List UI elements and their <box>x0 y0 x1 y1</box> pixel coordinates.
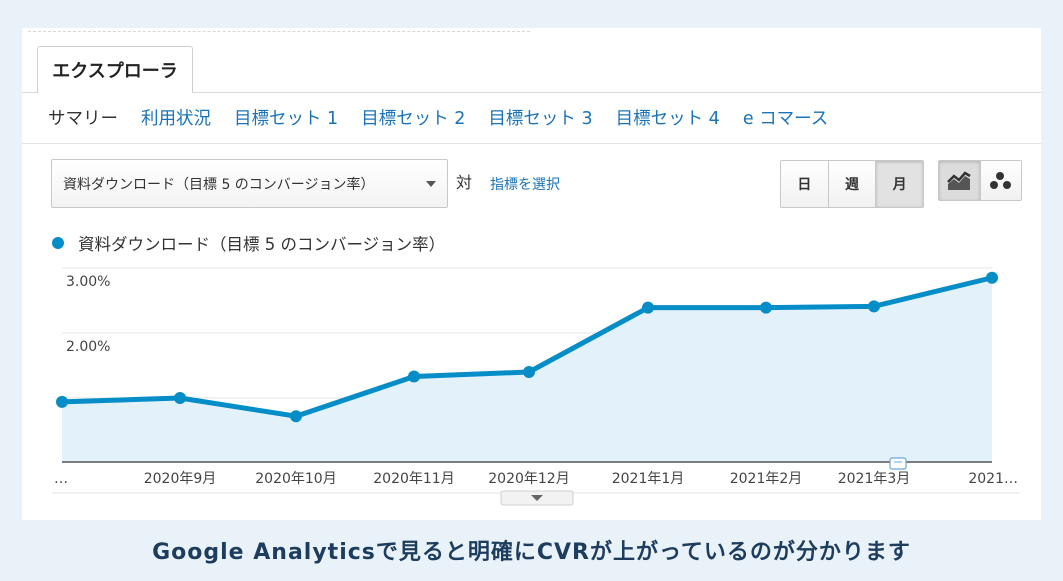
chevron-down-icon <box>426 181 436 187</box>
data-point <box>408 370 420 383</box>
data-point <box>174 392 186 404</box>
x-tick-label: 2020年11月 <box>373 471 454 487</box>
motion-chart-icon <box>989 171 1011 189</box>
data-point <box>868 300 880 313</box>
period-day-button[interactable]: 日 <box>781 161 829 207</box>
y-tick-label: 3.00% <box>66 274 110 290</box>
chart-legend: 資料ダウンロード（目標 5 のコンバージョン率） <box>52 231 445 255</box>
line-chart-button[interactable] <box>939 161 981 200</box>
data-point <box>760 301 772 314</box>
subtab-goal-set-3[interactable]: 目標セット 3 <box>488 109 593 129</box>
select-metric-link[interactable]: 指標を選択 <box>490 177 560 193</box>
x-tick-label: 2021… <box>968 471 1018 487</box>
chevron-down-icon <box>531 495 543 501</box>
x-tick-label: 2020年12月 <box>488 471 569 487</box>
subtab-bar: サマリー 利用状況 目標セット 1 目標セット 2 目標セット 3 目標セット … <box>48 105 851 131</box>
legend-label: 資料ダウンロード（目標 5 のコンバージョン率） <box>78 235 446 254</box>
data-point <box>523 366 535 378</box>
metric-select[interactable]: 資料ダウンロード（目標 5 のコンバージョン率） <box>51 159 448 208</box>
vs-label: 対 <box>456 173 473 192</box>
data-point <box>290 410 302 423</box>
period-week-button[interactable]: 週 <box>828 161 877 207</box>
subtab-summary[interactable]: サマリー <box>48 109 118 129</box>
x-tick-label: 2020年9月 <box>144 471 217 487</box>
x-tick-label: 2021年2月 <box>730 471 803 487</box>
x-tick-label: 2021年3月 <box>838 471 911 487</box>
subtab-goal-set-4[interactable]: 目標セット 4 <box>615 109 720 129</box>
data-point <box>986 271 998 284</box>
annotation-icon <box>889 457 907 470</box>
subtab-goal-set-1[interactable]: 目標セット 1 <box>234 109 339 129</box>
tab-explorer[interactable]: エクスプローラ <box>37 46 193 93</box>
subtab-divider <box>22 143 1041 144</box>
x-tick-label: 2021年1月 <box>612 471 685 487</box>
series-area <box>62 277 992 462</box>
legend-dot <box>52 237 64 249</box>
data-point <box>56 395 68 408</box>
period-toggle: 日 週 月 <box>780 160 924 208</box>
tabbar-divider <box>22 92 1041 93</box>
subtab-goal-set-2[interactable]: 目標セット 2 <box>361 109 466 129</box>
data-point <box>642 301 654 314</box>
subtab-ecommerce[interactable]: e コマース <box>742 109 829 129</box>
metric-select-value: 資料ダウンロード（目標 5 のコンバージョン率） <box>63 176 375 193</box>
motion-chart-button[interactable] <box>980 161 1021 200</box>
subtab-usage[interactable]: 利用状況 <box>141 109 211 129</box>
chart-type-toggle <box>938 160 1022 201</box>
top-divider <box>28 31 530 32</box>
y-tick-label: 2.00% <box>66 339 110 355</box>
line-chart-icon <box>947 170 971 190</box>
period-month-button[interactable]: 月 <box>876 161 923 207</box>
caption: Google Analyticsで見ると明確にCVRが上がっているのが分かります <box>152 540 911 565</box>
x-tick-label: 2020年10月 <box>255 471 336 487</box>
x-tick-label: … <box>54 471 68 487</box>
